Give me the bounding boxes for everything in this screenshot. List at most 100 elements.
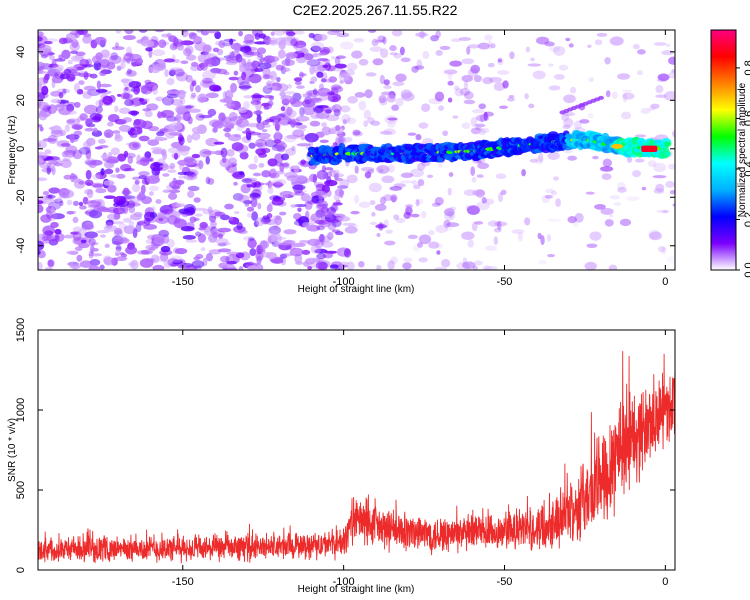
spectrogram-cell xyxy=(316,71,324,78)
spectrogram-cell xyxy=(292,184,306,191)
spectrogram-cell xyxy=(57,197,62,202)
spectrogram-cell xyxy=(525,46,531,53)
spectrogram-cell xyxy=(547,218,561,223)
spectrogram-cell xyxy=(262,95,274,99)
spectrogram-cell xyxy=(431,202,441,207)
spectrogram-cell xyxy=(62,158,71,162)
spectrogram-cell xyxy=(334,177,344,182)
spectrogram-cell xyxy=(46,234,60,242)
spectrogram-cell xyxy=(297,57,307,62)
spectrogram-cell xyxy=(372,58,384,66)
spectrogram-cell xyxy=(272,215,281,221)
spectrogram-cell xyxy=(60,143,71,147)
spectrogram-cell xyxy=(239,64,246,73)
spectrogram-cell xyxy=(498,192,504,203)
spectrogram-cell xyxy=(655,94,668,98)
spectrogram-cell xyxy=(605,90,611,98)
spectrogram-cell xyxy=(85,118,94,128)
spectrogram-cell xyxy=(361,167,375,172)
spectrogram-cell xyxy=(428,241,440,249)
spectrogram-cell xyxy=(241,71,247,81)
spectrogram-cell xyxy=(103,195,116,200)
spectrogram-cell xyxy=(313,181,325,187)
spectrogram-cell xyxy=(498,105,508,109)
spectrogram-cell xyxy=(463,91,474,100)
spectrogram-cell xyxy=(88,161,97,168)
spectrogram-cell xyxy=(327,95,333,101)
spectrogram-cell xyxy=(65,32,78,40)
spectrogram-cell xyxy=(164,69,169,78)
spectrogram-cell xyxy=(271,233,283,244)
spectrogram-cell xyxy=(166,32,172,38)
spectrogram-cell xyxy=(85,169,92,180)
spectrogram-cell xyxy=(227,134,242,142)
spectrogram-cell xyxy=(567,216,577,224)
spectrogram-cell xyxy=(400,89,413,99)
spectrogram-cell xyxy=(190,95,196,100)
spectrogram-cell xyxy=(487,62,495,68)
spectrogram-cell xyxy=(276,145,286,153)
spectrogram-cell xyxy=(84,210,90,215)
spectrogram-x-tick-label: 0 xyxy=(662,276,668,288)
spectrogram-cell xyxy=(434,267,447,270)
spectrogram-cell xyxy=(324,79,333,83)
spectrogram-cell xyxy=(157,111,162,119)
spectrogram-cell xyxy=(253,155,259,164)
spectrogram-cell xyxy=(310,45,322,52)
spectrogram-cell xyxy=(223,71,230,76)
spectrogram-cell xyxy=(70,231,79,235)
spectrogram-cell xyxy=(80,239,87,244)
spectrogram-cell xyxy=(96,80,101,90)
spectrogram-cell xyxy=(98,83,112,88)
spectrogram-cell xyxy=(267,187,274,194)
spectrogram-cell xyxy=(434,243,443,249)
spectrogram-cell xyxy=(251,94,265,99)
spectrogram-cell xyxy=(38,91,46,101)
spectrogram-cell xyxy=(273,132,283,141)
spectrogram-cell xyxy=(601,173,612,180)
spectrogram-cell xyxy=(653,188,665,194)
spectrogram-cell xyxy=(282,193,289,199)
spectrogram-cell xyxy=(138,190,145,200)
spectrogram-cell xyxy=(139,156,150,167)
snr-x-tick-label: -100 xyxy=(333,576,355,588)
spectrogram-cell xyxy=(568,43,574,48)
spectrogram-cell xyxy=(320,236,325,246)
spectrogram-cell xyxy=(663,91,675,101)
spectrogram-signal-cell xyxy=(664,151,671,157)
spectrogram-cell xyxy=(316,225,325,231)
spectrogram-cell xyxy=(70,173,78,179)
spectrogram-cell xyxy=(94,36,107,45)
spectrogram-cell xyxy=(302,53,314,61)
spectrogram-cell xyxy=(609,213,614,218)
spectrogram-cell xyxy=(98,98,104,108)
spectrogram-cell xyxy=(383,85,392,90)
spectrogram-cell xyxy=(310,41,325,52)
spectrogram-cell xyxy=(269,70,277,81)
spectrogram-cell xyxy=(124,30,134,35)
spectrogram-cell xyxy=(183,105,192,110)
spectrogram-cell xyxy=(76,88,84,95)
spectrogram-cell xyxy=(484,34,493,41)
spectrogram-cell xyxy=(330,173,345,178)
spectrogram-cell xyxy=(407,234,418,240)
spectrogram-cell xyxy=(399,46,405,56)
colorbar-ticks: 0.0 0.2 0.4 0.6 0.8 xyxy=(736,60,750,278)
spectrogram-cell xyxy=(207,206,213,214)
spectrogram-cell xyxy=(223,262,228,269)
spectrogram-cell xyxy=(230,51,235,61)
spectrogram-cell xyxy=(138,135,150,142)
spectrogram-cell xyxy=(299,71,305,79)
spectrogram-cell xyxy=(290,38,298,47)
spectrogram-cell xyxy=(244,202,250,207)
spectrogram-cell xyxy=(90,199,104,207)
spectrogram-cell xyxy=(669,190,675,195)
spectrogram-cell xyxy=(276,76,281,83)
spectrogram-cell xyxy=(233,70,239,76)
spectrogram-cell xyxy=(95,88,108,93)
spectrogram-cell xyxy=(376,164,390,174)
spectrogram-cell xyxy=(42,76,49,84)
spectrogram-x-ticks: -150 -100 -50 0 xyxy=(172,30,668,288)
spectrogram-cell xyxy=(325,109,332,114)
spectrogram-cell xyxy=(61,151,69,158)
